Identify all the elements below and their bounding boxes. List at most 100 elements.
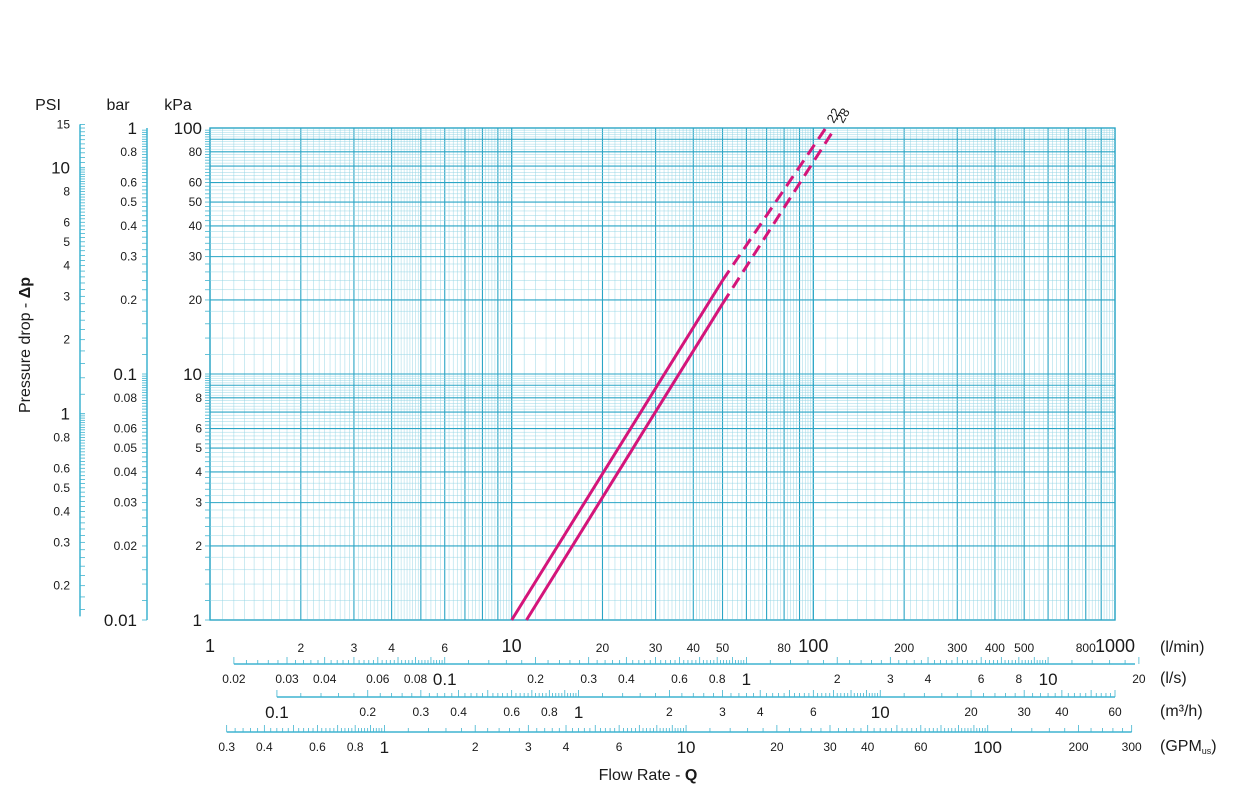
lmin-unit-label: (l/min) xyxy=(1160,639,1204,656)
series-22-dashed-line xyxy=(721,127,828,282)
bar-tick-label: 0.2 xyxy=(120,293,137,307)
bar-tick-label: 0.8 xyxy=(120,145,137,159)
kpa-tick-label: 1 xyxy=(193,611,202,630)
kpa-tick-label: 80 xyxy=(189,145,203,159)
axis-1-tick-label: 10 xyxy=(1039,670,1058,689)
psi-tick-label: 4 xyxy=(63,259,70,273)
lmin-tick-label: 20 xyxy=(596,641,610,655)
kpa-tick-label: 100 xyxy=(174,119,202,138)
psi-tick-label: 5 xyxy=(63,235,70,249)
bar-tick-label: 0.08 xyxy=(114,391,138,405)
axis-3-tick-label: 10 xyxy=(677,738,696,757)
axis-1-tick-label: 8 xyxy=(1015,672,1022,686)
axis-2-tick-label: 2 xyxy=(666,705,673,719)
axis-3-tick-label: 100 xyxy=(974,738,1002,757)
axis-1-tick-label: 0.04 xyxy=(313,672,337,686)
lmin-tick-label: 100 xyxy=(798,636,828,656)
kpa-tick-label: 6 xyxy=(195,422,202,436)
axis-2-tick-label: 0.3 xyxy=(413,705,430,719)
axis-3-tick-label: 2 xyxy=(472,740,479,754)
kpa-tick-label: 10 xyxy=(183,365,202,384)
lmin-tick-label: 10 xyxy=(502,636,522,656)
axis-3-tick-label: 0.6 xyxy=(309,740,326,754)
bar-tick-label: 0.4 xyxy=(120,219,137,233)
series-22-solid-line xyxy=(510,279,724,621)
x-axis-title: Flow Rate - Q xyxy=(599,767,698,784)
x-axes: 1 2 3 4 6 10 20 30 40 50 80 100 200 300 400 500 800 1000 (… xyxy=(205,636,1217,757)
lmin-tick-label: 400 xyxy=(985,641,1005,655)
grid xyxy=(209,127,1116,621)
axis-3-tick-label: 6 xyxy=(616,740,623,754)
axis-3-tick-label: 0.4 xyxy=(256,740,273,754)
lmin-tick-label: 200 xyxy=(894,641,914,655)
axis-2-tick-label: 4 xyxy=(757,705,764,719)
axis-3-tick-label: 40 xyxy=(861,740,875,754)
bar-tick-label: 0.03 xyxy=(114,496,138,510)
lmin-tick-label: 2 xyxy=(297,641,304,655)
kpa-tick-label: 40 xyxy=(189,219,203,233)
axis-2-tick-label: 0.8 xyxy=(541,705,558,719)
axis-3-tick-label: 3 xyxy=(525,740,532,754)
bar-tick-label: 0.01 xyxy=(104,611,137,630)
axis-2-tick-label: 3 xyxy=(719,705,726,719)
axis-3-tick-label: 1 xyxy=(380,738,389,757)
axis-2-tick-label: 40 xyxy=(1055,705,1069,719)
kpa-tick-label: 60 xyxy=(189,176,203,190)
axis-1-tick-label: 0.08 xyxy=(404,672,428,686)
psi-tick-label: 3 xyxy=(63,289,70,303)
lmin-tick-label: 40 xyxy=(687,641,701,655)
psi-tick-label: 6 xyxy=(63,215,70,229)
kpa-tick-label: 20 xyxy=(189,293,203,307)
psi-tick-label: 0.6 xyxy=(53,461,70,475)
series-label: 22 xyxy=(823,105,843,125)
psi-tick-label: 15 xyxy=(57,117,71,131)
kpa-tick-label: 8 xyxy=(195,391,202,405)
bar-unit-label: bar xyxy=(106,97,130,114)
axis-1-tick-label: 1 xyxy=(742,670,751,689)
bar-tick-label: 0.6 xyxy=(120,176,137,190)
axis-1-tick-label: 0.06 xyxy=(366,672,390,686)
axis-2-tick-label: 60 xyxy=(1108,705,1122,719)
axis-3-tick-label: 200 xyxy=(1069,740,1089,754)
y-axes: 100 80 60 50 40 30 20 10 8 6 5 4 3 2 1 kPa 1 0.8 0.6 0.5 0.4… xyxy=(35,97,210,630)
axis-1-tick-label: 3 xyxy=(887,672,894,686)
gpm-unit-label: (GPMus) xyxy=(1160,738,1217,756)
psi-tick-label: 2 xyxy=(63,333,70,347)
axis-2-tick-label: 0.4 xyxy=(450,705,467,719)
axis-1-tick-label: 0.03 xyxy=(275,672,299,686)
m3h-unit-label: (m³/h) xyxy=(1160,703,1203,720)
axis-1-tick-label: 0.2 xyxy=(527,672,544,686)
axis-1-tick-label: 0.6 xyxy=(671,672,688,686)
bar-tick-label: 0.5 xyxy=(120,195,137,209)
psi-unit-label: PSI xyxy=(35,97,61,114)
series-label: 28 xyxy=(833,105,853,125)
ls-unit-label: (l/s) xyxy=(1160,670,1187,687)
axis-1-tick-label: 4 xyxy=(925,672,932,686)
axis-1-tick-label: 0.4 xyxy=(618,672,635,686)
kpa-tick-label: 30 xyxy=(189,250,203,264)
bar-tick-label: 0.04 xyxy=(114,465,138,479)
lmin-tick-label: 800 xyxy=(1076,641,1096,655)
axis-3-tick-label: 4 xyxy=(563,740,570,754)
bar-tick-label: 0.06 xyxy=(114,422,138,436)
axis-2-tick-label: 1 xyxy=(574,703,583,722)
axis-2-tick-label: 0.2 xyxy=(359,705,376,719)
axis-1-tick-label: 0.02 xyxy=(222,672,246,686)
axis-1-tick-label: 6 xyxy=(978,672,985,686)
psi-tick-label: 0.2 xyxy=(53,579,70,593)
psi-tick-label: 1 xyxy=(61,405,70,424)
axis-1-tick-label: 0.8 xyxy=(709,672,726,686)
psi-tick-label: 0.5 xyxy=(53,481,70,495)
y-axis-title: Pressure drop - Δp xyxy=(17,277,34,413)
kpa-tick-label: 4 xyxy=(195,465,202,479)
axis-3-tick-label: 60 xyxy=(914,740,928,754)
bar-tick-label: 0.02 xyxy=(114,539,138,553)
kpa-tick-label: 2 xyxy=(195,539,202,553)
kpa-tick-label: 5 xyxy=(195,441,202,455)
axis-1-tick-label: 0.3 xyxy=(580,672,597,686)
axis-2-tick-label: 20 xyxy=(964,705,978,719)
psi-tick-label: 0.8 xyxy=(53,431,70,445)
bar-tick-label: 0.3 xyxy=(120,250,137,264)
